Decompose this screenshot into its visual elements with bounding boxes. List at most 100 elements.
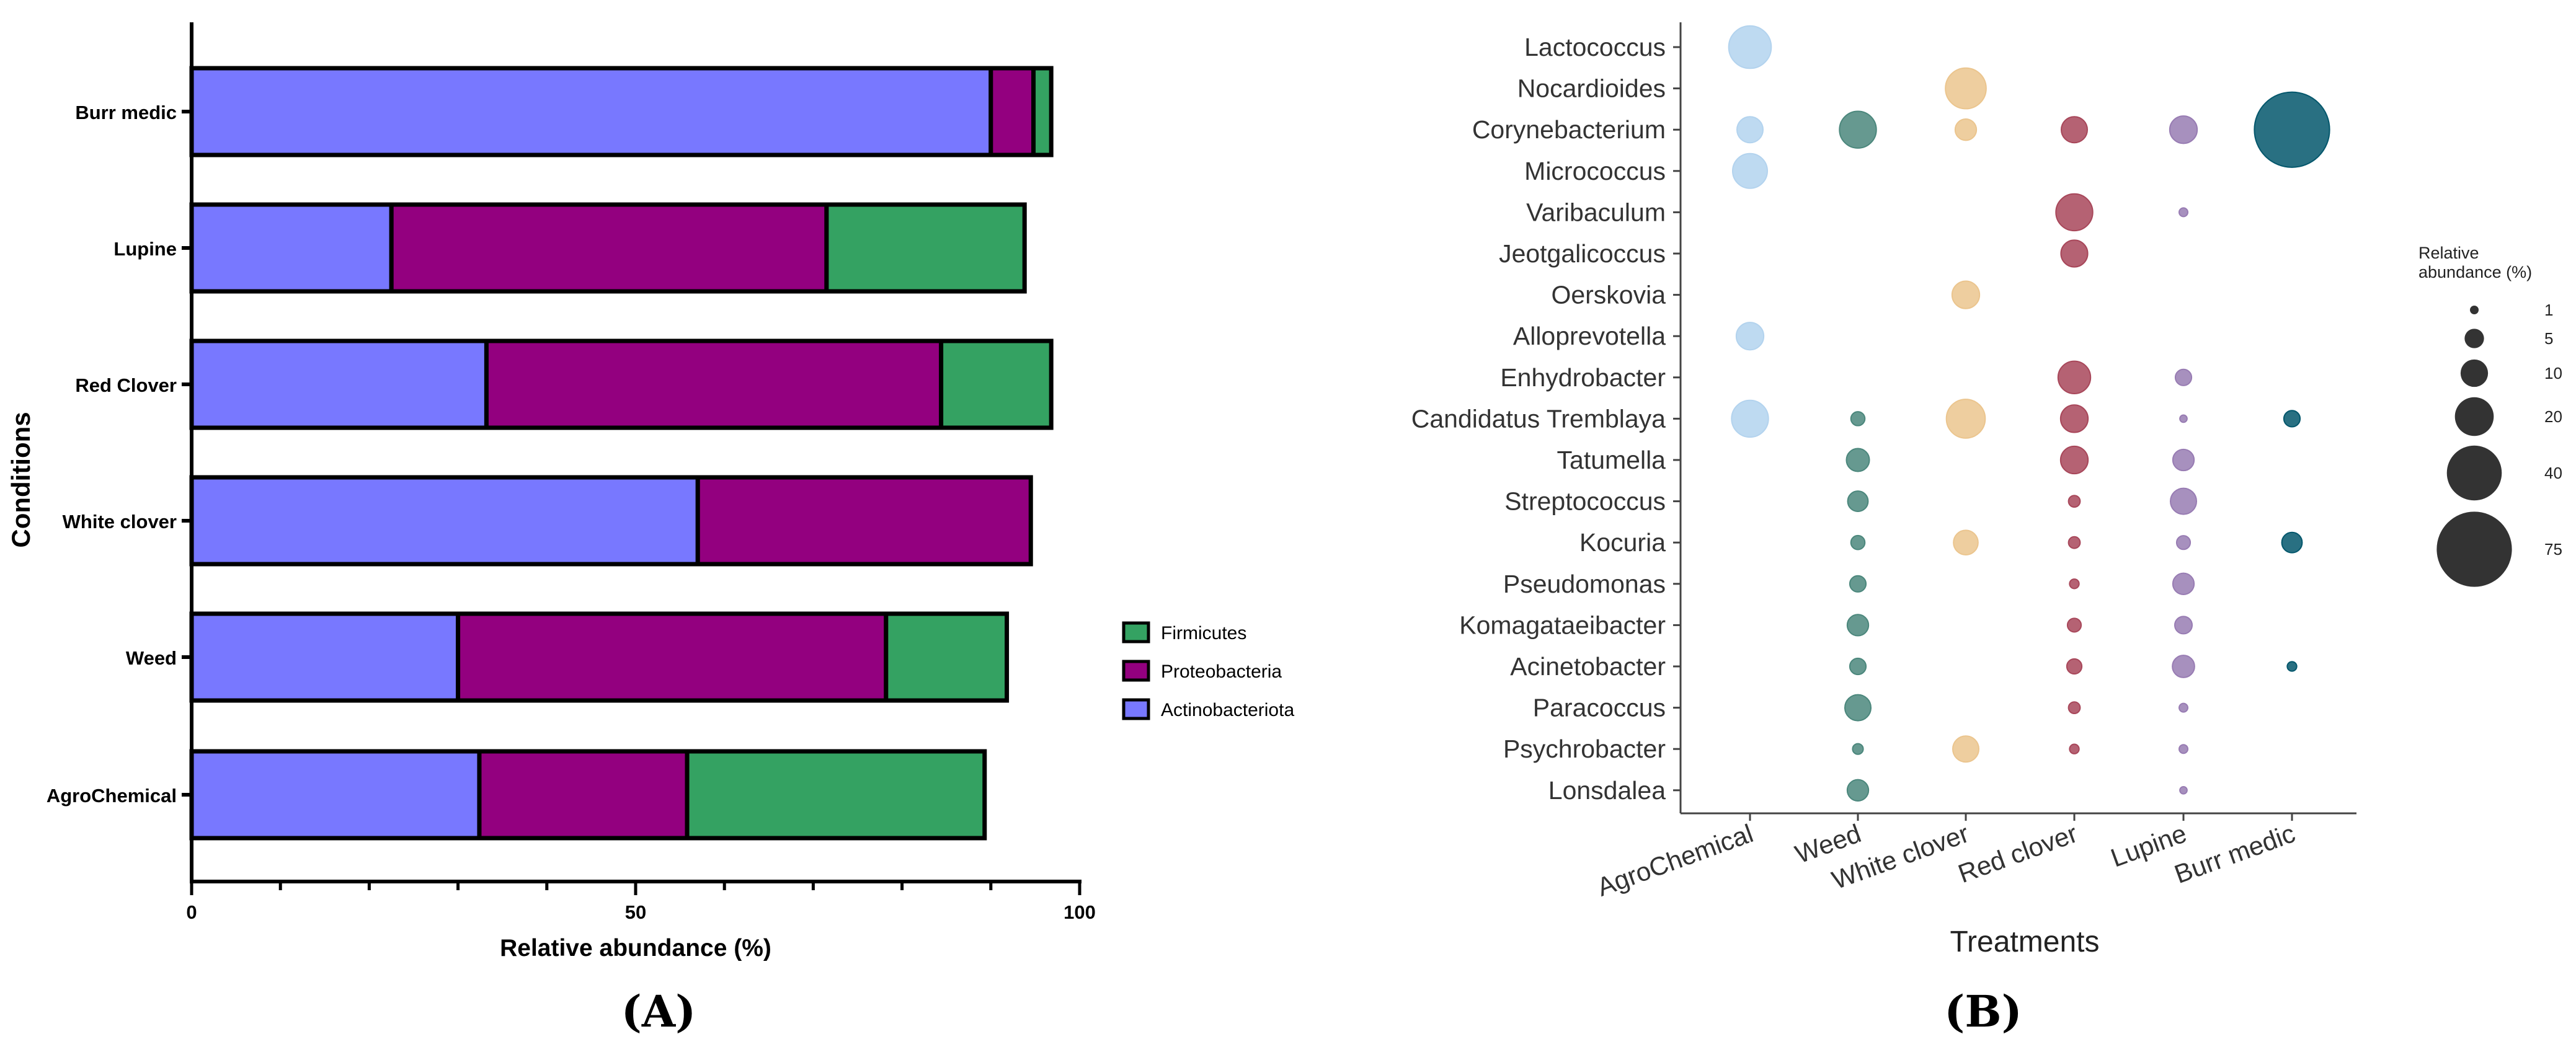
size-legend-title-line-2: abundance (%) xyxy=(2418,263,2532,281)
genus-label-jeotgalicoccus: Jeotgalicoccus xyxy=(1499,239,1666,268)
panel-a-y-axis-title: Conditions xyxy=(6,412,35,547)
bubble-red-clover-enhydrobacter xyxy=(2057,360,2092,394)
genus-label-psychrobacter: Psychrobacter xyxy=(1503,735,1666,763)
bubble-red-clover-acinetobacter xyxy=(2066,658,2083,675)
size-legend-label-5: 5 xyxy=(2544,329,2553,348)
bubble-lupine-streptococcus xyxy=(2170,487,2197,515)
bubble-weed-psychrobacter xyxy=(1852,743,1864,755)
bubble-weed-tatumella xyxy=(1845,448,1870,472)
bubble-red-clover-psychrobacter xyxy=(2069,743,2080,754)
bubble-weed-pseudomonas xyxy=(1849,575,1867,593)
genus-label-candidatus-tremblaya: Candidatus Tremblaya xyxy=(1411,404,1666,433)
panel-a-y-tick-label: Burr medic xyxy=(75,102,177,123)
bubble-white-clover-kocuria xyxy=(1953,529,1979,555)
bubble-white-clover-candidatus-tremblaya xyxy=(1945,399,1986,439)
treatment-label-burr-medic: Burr medic xyxy=(2170,818,2299,889)
panel-a-y-tick-label: Red Clover xyxy=(75,374,177,396)
bubble-red-clover-varibaculum xyxy=(2055,193,2094,232)
bubble-white-clover-corynebacterium xyxy=(1954,118,1978,141)
bubble-lupine-corynebacterium xyxy=(2169,115,2198,144)
bubble-red-clover-corynebacterium xyxy=(2061,116,2088,144)
bubble-burr-medic-corynebacterium xyxy=(2254,91,2330,168)
bar-segment-lupine-actinobacteriota xyxy=(189,202,394,294)
bar-segment-weed-proteobacteria xyxy=(456,611,889,703)
bubble-weed-streptococcus xyxy=(1847,490,1869,513)
bubble-red-clover-tatumella xyxy=(2059,445,2089,475)
bubble-lupine-paracoccus xyxy=(2178,702,2188,713)
bubble-red-clover-streptococcus xyxy=(2067,495,2081,508)
bubble-red-clover-kocuria xyxy=(2067,536,2081,549)
bubble-weed-komagataeibacter xyxy=(1846,614,1870,637)
size-legend-circle-40 xyxy=(2446,445,2502,501)
bubble-agrochemical-candidatus-tremblaya xyxy=(1731,399,1769,438)
size-legend-label-75: 75 xyxy=(2544,540,2562,559)
bubble-lupine-komagataeibacter xyxy=(2174,616,2193,635)
size-legend-circle-10 xyxy=(2460,359,2489,387)
bubble-agrochemical-lactococcus xyxy=(1728,25,1772,69)
panel-a-label: (A) xyxy=(621,986,696,1037)
bar-segment-red-clover-actinobacteriota xyxy=(189,338,489,430)
genus-label-acinetobacter: Acinetobacter xyxy=(1510,652,1666,681)
genus-label-corynebacterium: Corynebacterium xyxy=(1472,115,1666,144)
bubble-lupine-kocuria xyxy=(2175,535,2192,550)
genus-label-nocardioides: Nocardioides xyxy=(1517,74,1666,103)
bubble-red-clover-jeotgalicoccus xyxy=(2060,239,2089,268)
panel-a-y-tick-label: Weed xyxy=(126,647,177,669)
bubble-weed-acinetobacter xyxy=(1849,657,1867,676)
bubble-lupine-acinetobacter xyxy=(2172,655,2195,678)
bubble-burr-medic-candidatus-tremblaya xyxy=(2283,410,2301,428)
bar-segment-lupine-firmicutes xyxy=(824,202,1027,294)
genus-label-alloprevotella: Alloprevotella xyxy=(1513,322,1666,350)
bubble-weed-candidatus-tremblaya xyxy=(1850,411,1866,427)
legend-label-proteobacteria: Proteobacteria xyxy=(1161,661,1282,682)
bar-segment-agrochemical-actinobacteriota xyxy=(189,749,482,841)
bubble-white-clover-psychrobacter xyxy=(1952,735,1979,763)
bubble-weed-lonsdalea xyxy=(1846,779,1870,802)
bubble-red-clover-candidatus-tremblaya xyxy=(2059,404,2089,433)
bubble-red-clover-paracoccus xyxy=(2067,701,2081,714)
bar-segment-red-clover-firmicutes xyxy=(939,338,1054,430)
legend-swatch-firmicutes xyxy=(1122,621,1150,643)
size-legend-circle-20 xyxy=(2454,397,2494,436)
size-legend-circle-75 xyxy=(2436,511,2512,587)
bar-segment-white-clover-proteobacteria xyxy=(695,475,1033,567)
panel-a-x-tick-label: 50 xyxy=(625,901,646,923)
genus-label-tatumella: Tatumella xyxy=(1557,446,1666,474)
panel-b-bubble-chart: Treatments (B) Lactococcus Nocardioides Co… xyxy=(1411,22,2562,1037)
bubble-agrochemical-corynebacterium xyxy=(1736,116,1764,144)
genus-label-paracoccus: Paracoccus xyxy=(1533,694,1666,722)
genus-label-komagataeibacter: Komagataeibacter xyxy=(1459,611,1666,639)
bar-segment-weed-actinobacteriota xyxy=(189,611,461,703)
bubble-agrochemical-micrococcus xyxy=(1732,152,1768,189)
genus-label-lactococcus: Lactococcus xyxy=(1524,33,1666,61)
genus-label-kocuria: Kocuria xyxy=(1579,528,1666,557)
treatment-label-agrochemical: AgroChemical xyxy=(1593,818,1757,901)
bubble-weed-kocuria xyxy=(1850,534,1866,550)
panel-a-y-tick-label: White clover xyxy=(63,511,177,533)
bubble-lupine-candidatus-tremblaya xyxy=(2179,414,2188,423)
genus-label-micrococcus: Micrococcus xyxy=(1524,157,1666,185)
legend-swatch-actinobacteriota xyxy=(1122,698,1150,720)
bubble-burr-medic-acinetobacter xyxy=(2286,661,2298,672)
bar-segment-burr-medic-actinobacteriota xyxy=(189,66,993,157)
bubble-lupine-enhydrobacter xyxy=(2174,368,2193,386)
bar-segment-agrochemical-firmicutes xyxy=(685,749,987,841)
panel-a-y-tick-label: AgroChemical xyxy=(47,785,177,807)
size-legend-label-20: 20 xyxy=(2544,407,2562,426)
size-legend-label-1: 1 xyxy=(2544,301,2553,319)
bubble-white-clover-nocardioides xyxy=(1945,67,1987,110)
treatment-label-red-clover: Red clover xyxy=(1954,818,2081,888)
bubble-red-clover-pseudomonas xyxy=(2069,578,2080,590)
bar-segment-burr-medic-proteobacteria xyxy=(988,66,1036,157)
bubble-agrochemical-alloprevotella xyxy=(1735,322,1765,351)
genus-label-streptococcus: Streptococcus xyxy=(1504,487,1666,516)
bubble-lupine-pseudomonas xyxy=(2172,572,2195,595)
genus-label-lonsdalea: Lonsdalea xyxy=(1548,776,1666,805)
bar-segment-lupine-proteobacteria xyxy=(389,202,829,294)
bubble-red-clover-komagataeibacter xyxy=(2066,617,2082,633)
bubble-lupine-lonsdalea xyxy=(2179,785,2188,795)
legend-swatch-proteobacteria xyxy=(1122,660,1150,682)
panel-a-y-tick-label: Lupine xyxy=(113,238,177,260)
genus-label-oerskovia: Oerskovia xyxy=(1551,281,1666,309)
